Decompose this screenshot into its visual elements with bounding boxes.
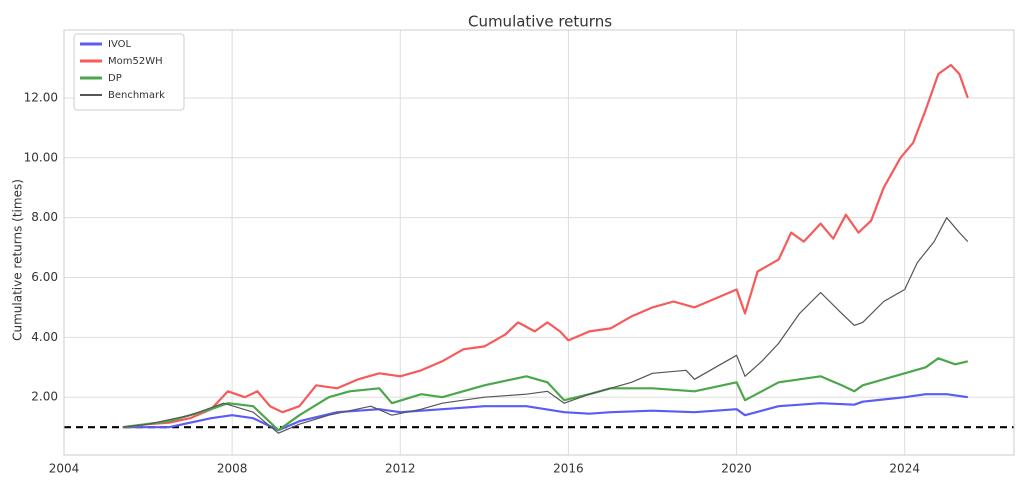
y-tick-label: 6.00: [31, 270, 58, 284]
legend: IVOL Mom52WH DP Benchmark: [73, 33, 185, 111]
y-tick-label: 8.00: [31, 210, 58, 224]
x-tick-label: 2012: [385, 462, 416, 476]
y-tick-label: 4.00: [31, 330, 58, 344]
series-line: [122, 63, 969, 429]
lines: [64, 63, 1014, 434]
x-tick-label: 2016: [553, 462, 584, 476]
legend-label: IVOL: [108, 39, 131, 50]
legend-label: Mom52WH: [108, 56, 163, 67]
legend-label: DP: [108, 73, 122, 84]
chart-title: Cumulative returns: [468, 13, 612, 31]
x-tick-label: 2008: [217, 462, 248, 476]
series-line: [122, 357, 969, 432]
y-tick-label: 12.00: [24, 90, 58, 104]
plot-frame: [63, 29, 1015, 456]
y-tick-label: 10.00: [24, 150, 58, 164]
series-line: [122, 393, 968, 432]
legend-box: [73, 33, 185, 111]
legend-label: Benchmark: [108, 90, 165, 101]
x-tick-label: 2020: [721, 462, 752, 476]
grid: [63, 30, 1014, 455]
series-line: [122, 217, 969, 434]
y-tick-label: 2.00: [31, 390, 58, 404]
x-tick-label: 2024: [889, 462, 920, 476]
x-tick-label: 2004: [49, 462, 80, 476]
y-axis-label: Cumulative returns (times): [11, 179, 25, 341]
